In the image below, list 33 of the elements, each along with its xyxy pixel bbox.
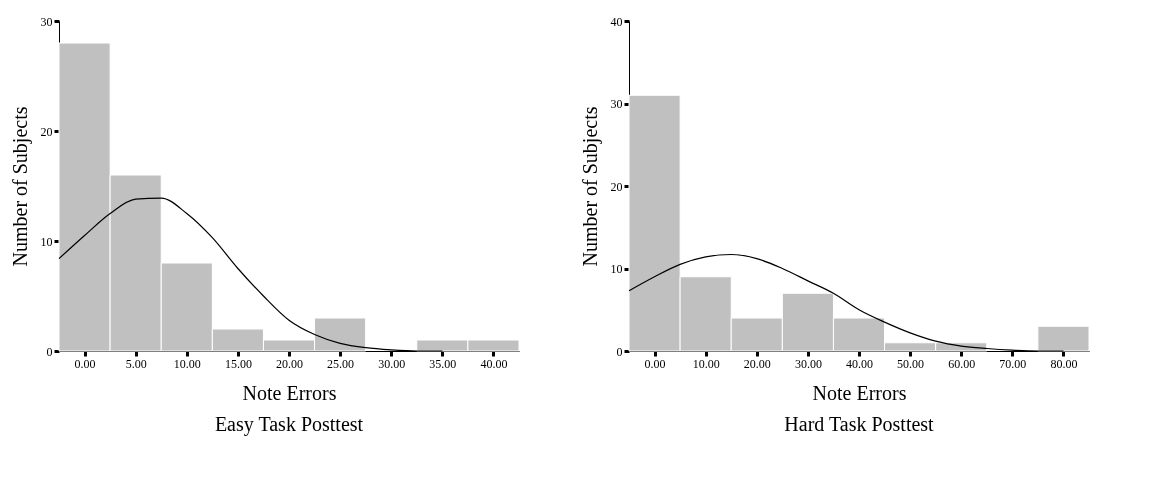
y-tick-label: 10 (40, 234, 53, 249)
x-tick-label: 20.00 (276, 356, 303, 371)
y-tick-label: 40 (610, 14, 623, 29)
x-tick-label: 35.00 (429, 356, 457, 371)
y-tick-label: 0 (616, 344, 623, 359)
x-axis-title: Note Errors (242, 381, 337, 404)
x-tick-label: 0.00 (644, 356, 666, 371)
y-tick-label: 20 (40, 124, 53, 139)
y-tick-label: 0 (46, 344, 53, 359)
x-tick-label: 40.00 (846, 356, 873, 371)
x-tick-label: 40.00 (480, 356, 508, 371)
x-tick-label: 25.00 (327, 356, 355, 371)
x-tick-label: 5.00 (125, 356, 147, 371)
x-tick-label: 15.00 (224, 356, 252, 371)
text: Easy Task Posttest (214, 413, 364, 436)
x-tick-label: 10.00 (692, 356, 720, 371)
x-tick-label: 0.00 (74, 356, 96, 371)
y-tick-label: 30 (40, 14, 53, 29)
y-axis-title: Number of Subjects (578, 106, 602, 267)
y-tick-label: 30 (610, 97, 623, 111)
x-tick-label: 20.00 (743, 356, 771, 371)
x-tick-label: 70.00 (999, 356, 1027, 371)
x-tick-label: 80.00 (1050, 356, 1078, 371)
y-axis-title: Number of Subjects (8, 106, 32, 267)
x-tick-label: 30.00 (378, 356, 406, 371)
x-tick-label: 60.00 (948, 356, 976, 371)
x-tick-label: 30.00 (794, 356, 822, 371)
y-tick-label: 20 (610, 179, 623, 194)
x-tick-label: 10.00 (173, 356, 201, 371)
x-tick-label: 50.00 (897, 356, 925, 371)
text: Hard Task Posttest (784, 413, 935, 435)
y-tick-label: 10 (610, 262, 623, 276)
x-axis-title: Note Errors (812, 381, 907, 404)
